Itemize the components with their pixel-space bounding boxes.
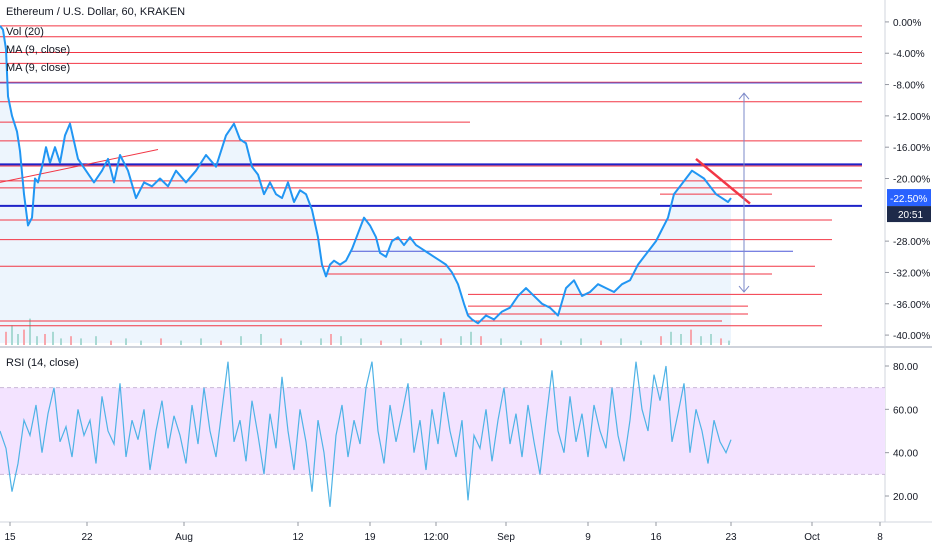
measure-arrow-up	[738, 92, 750, 100]
volume-bar	[680, 334, 682, 345]
volume-bar	[17, 334, 19, 345]
volume-bar	[640, 340, 642, 345]
volume-bar	[540, 338, 542, 345]
volume-bar	[52, 331, 54, 345]
volume-bar	[220, 340, 222, 345]
volume-bar	[710, 334, 712, 345]
pane-separator	[0, 346, 932, 348]
time-axis-label: 12	[292, 532, 304, 543]
volume-bar	[125, 338, 127, 345]
price-axis-label: -4.00%	[893, 49, 925, 60]
volume-bar	[600, 340, 602, 345]
volume-bar	[460, 336, 462, 345]
rsi-axis-label: 20.00	[893, 492, 918, 503]
volume-bar	[480, 336, 482, 345]
trend-line	[695, 157, 751, 205]
volume-bar	[670, 331, 672, 345]
price-axis-label: -16.00%	[893, 143, 930, 154]
volume-bar	[400, 338, 402, 345]
volume-bar	[340, 336, 342, 345]
volume-bar	[470, 331, 472, 345]
volume-bar	[330, 334, 332, 345]
rsi-axis-label: 60.00	[893, 405, 918, 416]
legend-rsi: RSI (14, close)	[6, 357, 79, 369]
price-axis-label: -36.00%	[893, 300, 930, 311]
volume-bar	[700, 336, 702, 345]
volume-bar	[360, 338, 362, 345]
legend-title: Ethereum / U.S. Dollar, 60, KRAKEN	[6, 6, 186, 18]
volume-bar	[728, 340, 730, 345]
volume-bar	[520, 340, 522, 345]
time-axis-label: 9	[585, 532, 591, 543]
countdown-label: 20:51	[898, 210, 923, 221]
volume-bar	[70, 336, 72, 345]
volume-bar	[80, 338, 82, 345]
legend-ma-1: MA (9, close)	[6, 44, 71, 56]
price-axis-label: -40.00%	[893, 331, 930, 342]
volume-bar	[110, 340, 112, 345]
price-line	[0, 25, 732, 325]
price-axis-label: -8.00%	[893, 81, 925, 92]
trend-line	[0, 149, 159, 183]
volume-bar	[29, 318, 31, 345]
current-price-label: -22.50%	[890, 194, 927, 205]
volume-bar	[95, 336, 97, 345]
time-axis-label: 22	[81, 532, 93, 543]
volume-bar	[280, 338, 282, 345]
volume-bar	[180, 340, 182, 345]
legend-volume: Vol (20)	[6, 26, 44, 38]
volume-bar	[140, 340, 142, 345]
price-axis-label: -12.00%	[893, 112, 930, 123]
legend-ma-2: MA (9, close)	[6, 62, 71, 74]
volume-bar	[160, 338, 162, 345]
measure-arrow-down	[738, 285, 750, 293]
volume-bar	[23, 329, 25, 345]
rsi-line	[0, 361, 732, 507]
price-axis-label: -20.00%	[893, 175, 930, 186]
volume-bar	[660, 336, 662, 345]
time-axis-label: 8	[877, 532, 883, 543]
price-axis-label: 0.00%	[893, 18, 921, 29]
price-axis-label: -32.00%	[893, 268, 930, 279]
volume-bar	[440, 338, 442, 345]
time-axis-label: 12:00	[423, 532, 448, 543]
time-axis-label: 23	[725, 532, 737, 543]
volume-bar	[620, 338, 622, 345]
price-area-fill	[0, 25, 731, 344]
time-axis-label: Aug	[175, 532, 193, 543]
volume-bar	[260, 334, 262, 345]
volume-bar	[44, 334, 46, 345]
current-price-badge	[887, 189, 931, 207]
volume-bar	[720, 338, 722, 345]
time-axis-label: 19	[364, 532, 376, 543]
volume-bar	[5, 331, 7, 345]
volume-bar	[380, 340, 382, 345]
time-axis-label: 16	[650, 532, 662, 543]
time-axis-label: Oct	[804, 532, 820, 543]
volume-bar	[500, 338, 502, 345]
time-axis-label: Sep	[497, 532, 515, 543]
time-axis-label: 15	[4, 532, 16, 543]
volume-bar	[300, 340, 302, 345]
volume-bar	[690, 329, 692, 345]
volume-bar	[36, 336, 38, 345]
countdown-badge	[887, 206, 931, 223]
volume-bar	[11, 325, 13, 345]
volume-bar	[240, 336, 242, 345]
volume-bar	[560, 340, 562, 345]
volume-bar	[420, 340, 422, 345]
volume-bar	[200, 338, 202, 345]
volume-bar	[320, 338, 322, 345]
price-axis-label: -28.00%	[893, 237, 930, 248]
volume-bar	[60, 338, 62, 345]
rsi-axis-label: 80.00	[893, 362, 918, 373]
volume-bar	[580, 338, 582, 345]
rsi-axis-label: 40.00	[893, 449, 918, 460]
